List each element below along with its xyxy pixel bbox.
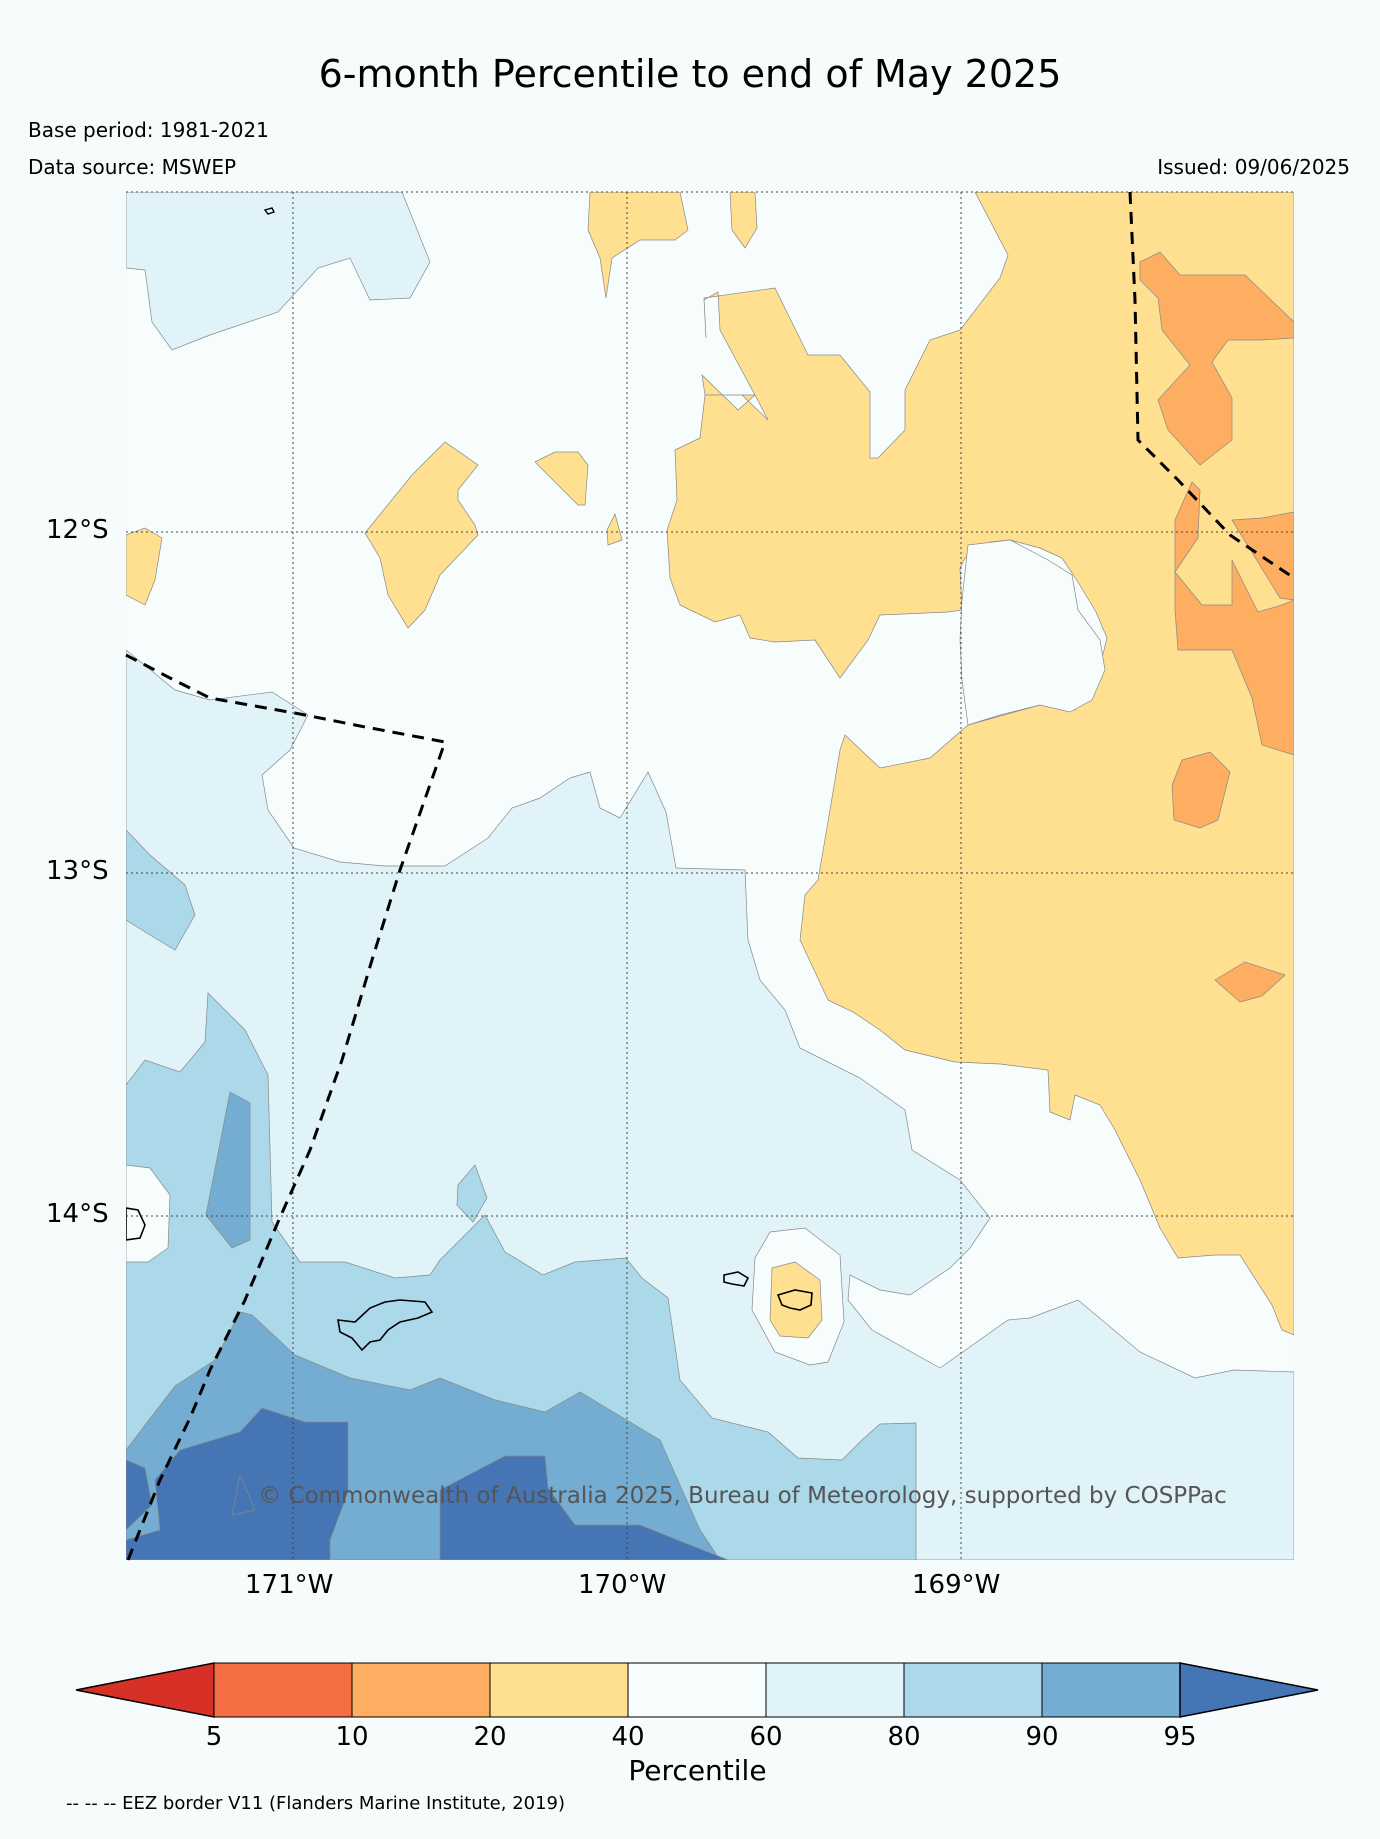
islet-north [263,207,275,215]
region-20-40-north [587,192,1294,1336]
colorbar-5-10 [213,1662,353,1718]
colorbar-above-95 [1179,1662,1319,1718]
colorbar [75,1662,1319,1718]
colorbar-90-95 [1041,1662,1181,1718]
colorbar-tick-60: 60 [749,1722,783,1752]
issued-date: Issued: 09/06/2025 [1157,155,1350,179]
island-tutuila [337,1299,434,1352]
island-west [126,1207,146,1241]
colorbar-10-20 [351,1662,491,1718]
graticule [126,191,1294,1560]
eez-border-west [125,653,447,1561]
colorbar-label: Percentile [628,1754,767,1787]
colorbar-tick-80: 80 [887,1722,921,1752]
island-tau [776,1289,813,1311]
eez-footnote: -- -- -- EEZ border V11 (Flanders Marine… [66,1793,566,1814]
lat-label-13s: 13°S [46,856,109,886]
region-above-95 [126,1407,729,1560]
colorbar-below-5 [75,1662,215,1718]
colorbar-tick-20: 20 [473,1722,507,1752]
colorbar-tick-5: 5 [205,1722,223,1752]
region-60-80-northwest [126,192,431,351]
colorbar-20-40 [489,1662,629,1718]
island-ofu [723,1271,750,1287]
colorbar-40-60 [627,1662,767,1718]
copyright-notice: © Commonwealth of Australia 2025, Bureau… [258,1483,1227,1509]
colorbar-tick-40: 40 [611,1722,645,1752]
lon-label-171w: 171°W [245,1570,334,1600]
colorbar-tick-90: 90 [1025,1722,1059,1752]
map-title: 6-month Percentile to end of May 2025 [318,52,1062,96]
region-20-40-central [126,441,623,629]
colorbar-tick-95: 95 [1163,1722,1197,1752]
colorbar-60-80 [765,1662,905,1718]
region-40-60-east [959,539,1106,726]
base-period: Base period: 1981-2021 [28,118,269,142]
data-source: Data source: MSWEP [28,155,237,179]
lon-label-170w: 170°W [578,1570,667,1600]
region-10-20 [1139,251,1294,1003]
lat-label-12s: 12°S [46,515,109,545]
lon-label-169w: 169°W [912,1570,1001,1600]
colorbar-tick-10: 10 [335,1722,369,1752]
colorbar-80-90 [903,1662,1043,1718]
eez-border-east [1128,191,1295,580]
region-20-40-island [769,1261,823,1339]
lat-label-14s: 14°S [46,1199,109,1229]
